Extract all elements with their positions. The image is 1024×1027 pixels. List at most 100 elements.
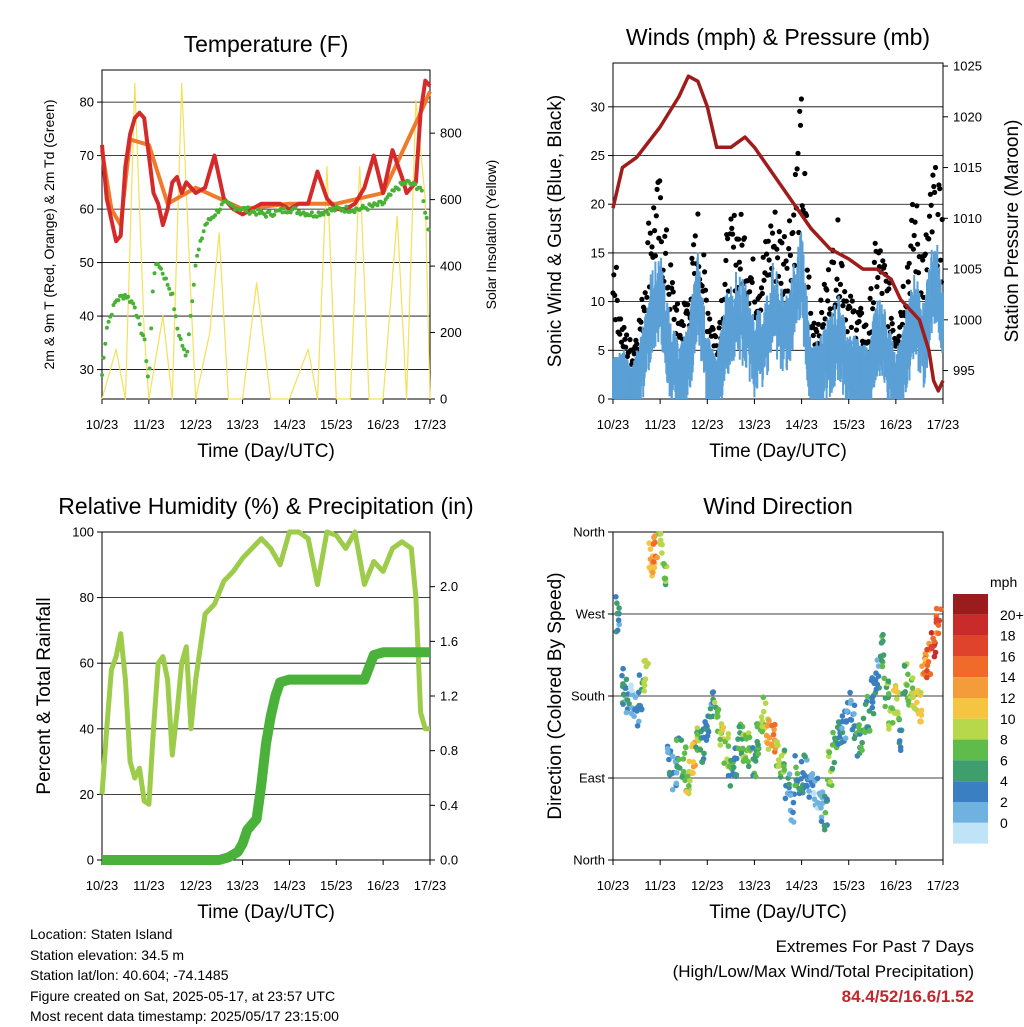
direction-point xyxy=(676,756,682,763)
y-tick-label: 70 xyxy=(80,148,94,163)
gust-point xyxy=(764,251,770,257)
td-point xyxy=(344,204,349,209)
gust-point xyxy=(707,316,713,322)
direction-point xyxy=(859,747,865,753)
gust-point xyxy=(856,318,862,325)
gust-point xyxy=(647,230,653,236)
td-point xyxy=(419,188,424,193)
direction-point xyxy=(762,700,769,706)
td-point xyxy=(159,266,163,271)
colorbar-swatch xyxy=(953,718,988,740)
direction-point xyxy=(864,693,871,700)
gust-point xyxy=(768,223,774,229)
td-point xyxy=(301,210,306,215)
td-point xyxy=(332,208,337,213)
gust-point xyxy=(910,246,917,252)
y-axis-label: Sonic Wind & Gust (Blue, Black) xyxy=(545,95,566,367)
gust-point xyxy=(614,297,620,303)
td-point xyxy=(116,298,121,303)
gust-point xyxy=(928,202,934,208)
y-tick-label: 40 xyxy=(80,309,94,324)
direction-point xyxy=(880,631,886,638)
direction-point xyxy=(924,646,930,653)
direction-point xyxy=(877,653,884,660)
x-tick-label: 13/23 xyxy=(738,878,771,893)
direction-point xyxy=(717,736,723,743)
td-point xyxy=(178,337,183,341)
y-tick-label: North xyxy=(573,525,605,540)
extremes-values: 84.4/52/16.6/1.52 xyxy=(841,987,974,1006)
td-point xyxy=(278,206,283,211)
direction-point xyxy=(654,554,660,561)
gust-point xyxy=(900,283,906,289)
y-tick-label: 30 xyxy=(80,362,94,377)
direction-point xyxy=(775,763,782,769)
direction-point xyxy=(775,757,782,763)
direction-point xyxy=(790,819,797,825)
y-right-tick-label: 1000 xyxy=(953,312,982,327)
direction-point xyxy=(844,708,850,714)
gust-point xyxy=(781,234,788,240)
td-point xyxy=(424,215,429,220)
td-point xyxy=(280,210,285,215)
gust-point xyxy=(825,298,831,304)
colorbar-swatch xyxy=(953,594,988,615)
gust-point xyxy=(645,240,651,246)
gust-point xyxy=(663,250,669,256)
td-point xyxy=(426,227,431,232)
td-point xyxy=(375,203,380,208)
y-right-tick-label: 1005 xyxy=(953,262,982,277)
direction-point xyxy=(911,705,918,712)
x-tick-label: 16/23 xyxy=(880,417,913,432)
gust-point xyxy=(837,281,844,287)
direction-point xyxy=(616,621,622,628)
direction-point xyxy=(817,792,824,798)
td-point xyxy=(421,199,426,204)
direction-point xyxy=(878,640,885,646)
gust-point xyxy=(691,242,697,248)
direction-point xyxy=(914,699,920,706)
gust-point xyxy=(886,286,892,292)
gust-point xyxy=(618,316,624,322)
colorbar-swatch xyxy=(953,635,988,657)
gust-point xyxy=(848,293,854,299)
gust-point xyxy=(652,253,659,259)
direction-point xyxy=(855,724,862,730)
direction-point xyxy=(873,686,880,693)
gust-point xyxy=(939,216,945,223)
gust-point xyxy=(785,288,791,294)
direction-point xyxy=(711,699,718,706)
direction-point xyxy=(834,724,841,730)
gust-point xyxy=(872,240,878,246)
gust-point xyxy=(716,325,722,331)
y-tick-label: 80 xyxy=(80,590,94,605)
gust-point xyxy=(874,284,880,290)
gust-point xyxy=(657,195,664,201)
direction-point xyxy=(862,701,869,707)
direction-point xyxy=(786,781,792,788)
direction-point xyxy=(725,735,731,741)
td-point xyxy=(196,247,201,252)
direction-point xyxy=(836,734,843,740)
direction-point xyxy=(798,758,805,765)
colorbar-swatch xyxy=(953,802,988,823)
gust-point xyxy=(662,233,668,239)
gust-point xyxy=(931,183,937,190)
td-point xyxy=(242,206,247,210)
gust-point xyxy=(669,280,676,286)
direction-point xyxy=(859,739,865,746)
gust-point xyxy=(926,213,933,219)
direction-point xyxy=(735,736,741,742)
gust-point xyxy=(806,274,812,280)
gust-point xyxy=(870,306,876,312)
x-tick-label: 17/23 xyxy=(414,417,447,432)
td-point xyxy=(370,204,375,209)
direction-point xyxy=(894,709,901,715)
td-point xyxy=(326,212,331,217)
direction-point xyxy=(781,747,788,754)
x-tick-label: 12/23 xyxy=(691,417,724,432)
gust-point xyxy=(821,281,827,287)
gust-point xyxy=(783,258,789,264)
direction-point xyxy=(909,690,915,696)
